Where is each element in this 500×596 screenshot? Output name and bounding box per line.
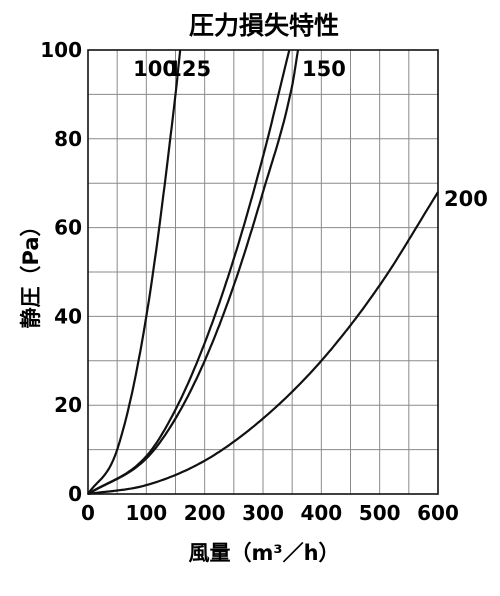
x-tick-label: 400 <box>300 501 342 525</box>
series-label-200: 200 <box>444 187 488 211</box>
grid <box>88 50 438 494</box>
y-tick-label: 0 <box>68 482 82 506</box>
series-line-125 <box>87 49 291 495</box>
series-label-100: 100 <box>133 57 177 81</box>
series-line-200 <box>87 191 439 496</box>
x-axis-label: 風量（m³／h） <box>188 541 339 565</box>
y-tick-label: 40 <box>54 304 82 328</box>
x-tick-label: 500 <box>359 501 401 525</box>
series-line-150 <box>87 49 300 495</box>
x-tick-label: 200 <box>184 501 226 525</box>
x-tick-label: 300 <box>242 501 284 525</box>
x-tick-label: 600 <box>417 501 459 525</box>
x-tick-label: 100 <box>125 501 167 525</box>
x-tick-label: 0 <box>81 501 95 525</box>
y-tick-label: 80 <box>54 127 82 151</box>
series-label-150: 150 <box>302 57 346 81</box>
y-tick-label: 20 <box>54 393 82 417</box>
tick-labels: 0 100 200 300 400 500 600 0 20 40 60 80 100 <box>40 38 459 525</box>
y-tick-label: 100 <box>40 38 82 62</box>
series-label-125: 125 <box>167 57 211 81</box>
y-tick-label: 60 <box>54 216 82 240</box>
series-line-100 <box>87 49 182 495</box>
curves <box>87 49 439 496</box>
plot-frame <box>87 49 439 495</box>
chart-title: 圧力損失特性 <box>189 11 339 40</box>
y-axis-label: 静圧（Pa） <box>19 216 43 329</box>
